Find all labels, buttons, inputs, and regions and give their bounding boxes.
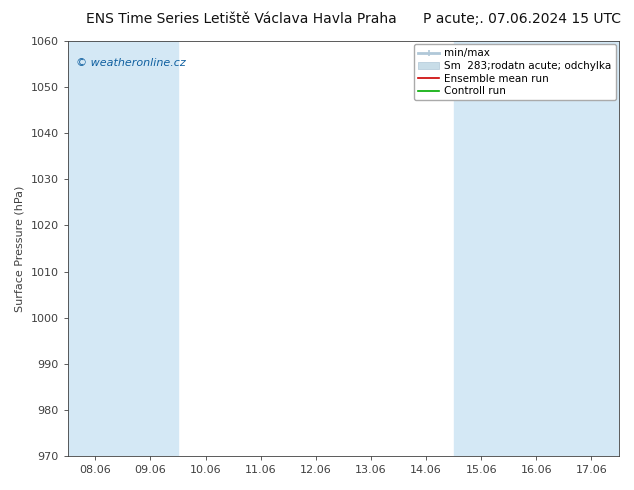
Bar: [68, 41, 123, 456]
Text: P acute;. 07.06.2024 15 UTC: P acute;. 07.06.2024 15 UTC: [424, 12, 621, 26]
Bar: [123, 41, 178, 456]
Y-axis label: Surface Pressure (hPa): Surface Pressure (hPa): [15, 185, 25, 312]
Text: ENS Time Series Letiště Václava Havla Praha: ENS Time Series Letiště Václava Havla Pr…: [86, 12, 396, 26]
Legend: min/max, Sm  283;rodatn acute; odchylka, Ensemble mean run, Controll run: min/max, Sm 283;rodatn acute; odchylka, …: [414, 44, 616, 100]
Bar: [564, 41, 619, 456]
Text: © weatheronline.cz: © weatheronline.cz: [76, 58, 186, 68]
Bar: [508, 41, 564, 456]
Bar: [453, 41, 508, 456]
